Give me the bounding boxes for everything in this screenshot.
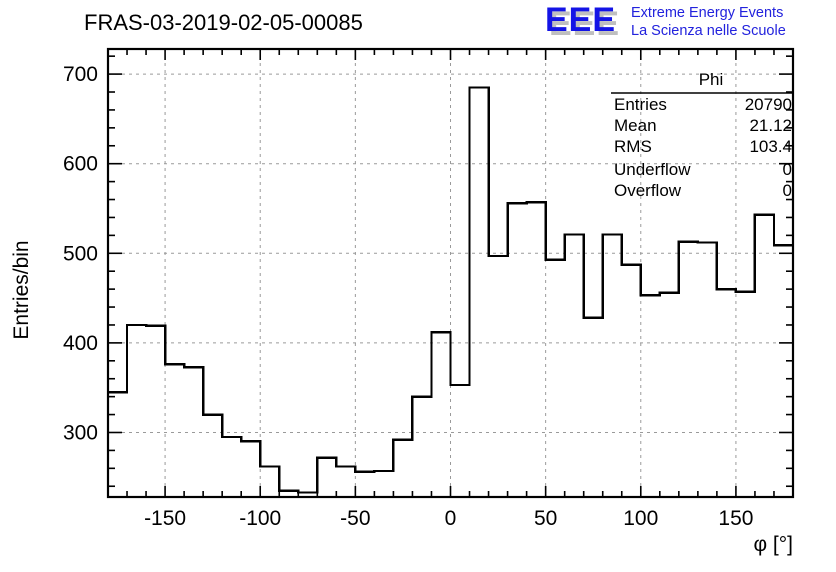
x-tick-label: -50 bbox=[340, 507, 370, 530]
stats-label: Overflow bbox=[614, 181, 682, 200]
eee-logo-mark: EEE bbox=[545, 1, 616, 39]
axis-ticks bbox=[107, 49, 794, 497]
x-tick-label: 150 bbox=[718, 507, 753, 530]
stats-row: RMS 103.4 bbox=[614, 137, 792, 156]
x-tick-label: 50 bbox=[534, 507, 557, 530]
y-tick-label: 600 bbox=[63, 153, 98, 176]
stats-row: Underflow 0 bbox=[614, 160, 792, 179]
x-tick-label: -100 bbox=[239, 507, 281, 530]
page-title: FRAS-03-2019-02-05-00085 bbox=[84, 10, 363, 35]
histogram-outline bbox=[108, 86, 795, 494]
stats-box-title: Phi bbox=[699, 70, 724, 89]
eee-logo-line2: La Scienza nelle Scuole bbox=[631, 23, 786, 39]
stats-label: RMS bbox=[614, 137, 652, 156]
stats-value: 0 bbox=[783, 160, 792, 179]
stats-value: 21.12 bbox=[749, 116, 792, 135]
stats-label: Entries bbox=[614, 95, 667, 114]
x-tick-label: 0 bbox=[445, 507, 457, 530]
stats-value: 0 bbox=[783, 181, 792, 200]
y-tick-labels: 300 400 500 600 700 bbox=[63, 63, 98, 444]
x-tick-label: -150 bbox=[144, 507, 186, 530]
y-tick-label: 500 bbox=[63, 242, 98, 265]
stats-label: Underflow bbox=[614, 160, 691, 179]
y-tick-label: 300 bbox=[63, 421, 98, 444]
stats-value: 103.4 bbox=[749, 137, 792, 156]
x-tick-labels: -150 -100 -50 0 50 100 150 bbox=[144, 507, 753, 530]
stats-row: Mean 21.12 bbox=[614, 116, 792, 135]
x-axis-label: φ [°] bbox=[753, 533, 793, 556]
eee-logo: EEE EEE Extreme Energy Events La Scienza… bbox=[545, 1, 786, 43]
eee-logo-shadow: EEE bbox=[549, 5, 620, 43]
grid-lines bbox=[108, 49, 793, 497]
stats-box: Phi Entries 20790 Mean 21.12 RMS 103.4 U… bbox=[611, 70, 792, 200]
stats-row: Entries 20790 bbox=[614, 95, 792, 114]
x-tick-label: 100 bbox=[623, 507, 658, 530]
stats-value: 20790 bbox=[745, 95, 792, 114]
y-axis-label: Entries/bin bbox=[10, 240, 33, 339]
stats-row: Overflow 0 bbox=[614, 181, 792, 200]
eee-logo-line1: Extreme Energy Events bbox=[631, 5, 783, 21]
y-tick-label: 400 bbox=[63, 332, 98, 355]
y-tick-label: 700 bbox=[63, 63, 98, 86]
stats-label: Mean bbox=[614, 116, 657, 135]
